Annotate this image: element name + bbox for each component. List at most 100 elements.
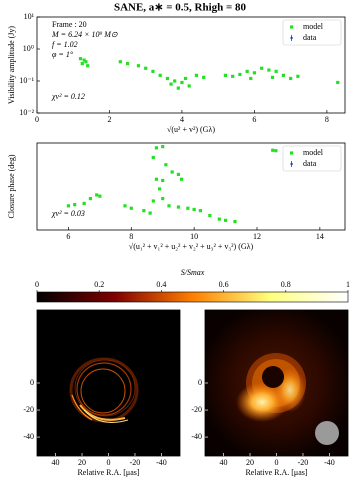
- point: [271, 148, 275, 152]
- legend-marker: [290, 151, 294, 155]
- x-axis-label: √(u₁² + v₁² + u₂² + v₂² + u₃² + v₃²) (Gλ…: [129, 242, 254, 251]
- x-tick-label: 8: [325, 115, 329, 124]
- legend-box: [282, 145, 342, 172]
- x-tick-label: 0: [275, 458, 279, 467]
- image-right: [205, 310, 348, 456]
- point: [151, 199, 155, 203]
- point: [260, 66, 264, 70]
- colorbar-tick-label: 0.8: [281, 280, 291, 289]
- point: [82, 201, 86, 206]
- y-tick-label: 0: [30, 378, 34, 387]
- point: [165, 76, 170, 81]
- point: [223, 73, 228, 77]
- colorbar: [36, 291, 349, 303]
- point: [233, 219, 237, 224]
- image-left: [37, 310, 180, 456]
- x-tick-label: -40: [156, 458, 167, 467]
- colorbar-tick-label: 0.6: [219, 280, 229, 289]
- y-tick-label: -40: [23, 432, 34, 441]
- x-tick-label: 2: [107, 115, 111, 124]
- legend-marker: [290, 36, 293, 40]
- point: [274, 149, 278, 153]
- x-tick-label: 0: [107, 458, 111, 467]
- y-tick-label: -20: [23, 405, 34, 414]
- point: [179, 177, 184, 181]
- point: [84, 60, 88, 64]
- legend-marker: [290, 25, 294, 29]
- x-tick-label: 20: [78, 458, 86, 467]
- point: [151, 155, 155, 160]
- point: [148, 211, 152, 215]
- point: [82, 58, 86, 62]
- annotation: φ = 1°: [52, 50, 74, 59]
- x-tick-label: 20: [246, 458, 254, 467]
- point: [194, 73, 199, 77]
- point: [281, 73, 285, 77]
- x-tick-label: -20: [298, 458, 309, 467]
- point: [267, 68, 271, 72]
- point: [154, 177, 159, 181]
- x-tick-label: 8: [129, 232, 133, 241]
- point: [154, 146, 159, 150]
- y-tick-label: 10¹: [24, 12, 35, 21]
- legend-marker: [290, 162, 293, 166]
- point: [176, 205, 181, 209]
- point: [186, 206, 190, 210]
- x-tick-label: 40: [52, 458, 60, 467]
- x-tick-label: 10: [190, 232, 198, 241]
- point: [187, 84, 191, 88]
- legend-label: data: [303, 33, 317, 42]
- x-tick-label: 0: [35, 115, 39, 124]
- point: [183, 76, 188, 81]
- point: [170, 170, 174, 174]
- point: [98, 194, 102, 198]
- annotation: M = 6.24 × 10⁹ M⊙: [51, 30, 118, 39]
- plot-frame: [36, 16, 346, 114]
- colorbar-tick-label: 0.4: [156, 280, 166, 289]
- point: [88, 196, 93, 201]
- point: [252, 71, 257, 75]
- point: [231, 74, 235, 78]
- point: [208, 213, 212, 218]
- point: [73, 203, 77, 207]
- point: [151, 69, 155, 73]
- point: [223, 218, 228, 222]
- point: [161, 178, 165, 183]
- point: [238, 72, 242, 77]
- point: [270, 75, 275, 79]
- point: [136, 64, 141, 68]
- y-axis-label: Closure phase (deg): [7, 154, 16, 218]
- point: [198, 209, 203, 213]
- point: [192, 207, 196, 212]
- point: [125, 61, 130, 66]
- plot-frame: [36, 142, 346, 231]
- point: [95, 193, 99, 197]
- x-tick-label: 6: [66, 232, 70, 241]
- point: [176, 86, 180, 90]
- point: [129, 206, 133, 210]
- y-tick-label: 10⁻¹: [19, 76, 34, 85]
- point: [167, 204, 171, 208]
- point: [249, 76, 253, 81]
- point: [164, 163, 168, 167]
- x-tick-label: 12: [253, 232, 261, 241]
- point: [245, 69, 249, 73]
- point: [217, 217, 221, 221]
- point: [78, 57, 83, 61]
- point: [296, 74, 300, 78]
- point: [336, 80, 340, 85]
- y-tick-label: -20: [191, 405, 202, 414]
- point: [180, 80, 184, 85]
- beam: [315, 421, 339, 445]
- annotation: χν² = 0.03: [51, 209, 85, 218]
- x-axis-label: √(u² + v²) (Gλ): [167, 125, 215, 134]
- x-tick-label: 6: [252, 115, 256, 124]
- colorbar-label: S/Smax: [181, 268, 205, 277]
- point: [274, 69, 278, 73]
- x-axis-label: Relative R.A. [μas]: [245, 468, 307, 477]
- point: [158, 73, 162, 77]
- annotation: Frame : 20: [52, 20, 87, 29]
- legend-box: [282, 19, 342, 46]
- point: [144, 66, 148, 70]
- legend-label: model: [303, 148, 324, 157]
